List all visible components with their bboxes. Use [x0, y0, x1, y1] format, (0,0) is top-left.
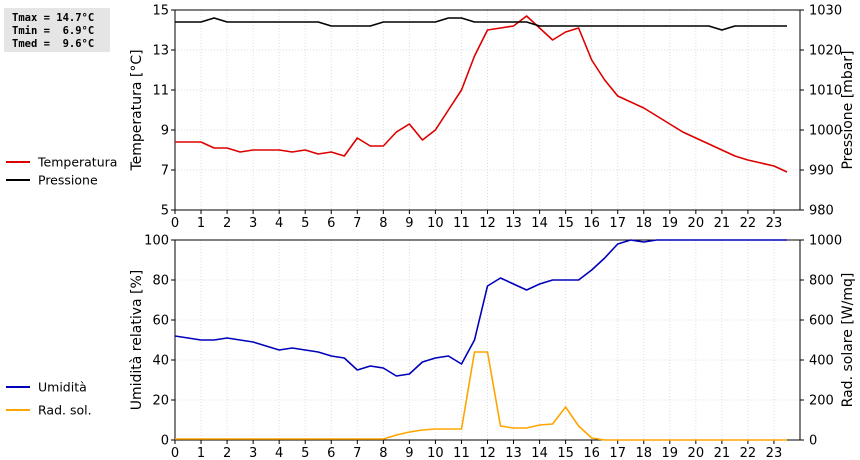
chart2-xtick-label: 6: [327, 446, 335, 460]
chart1-xtick-label: 0: [171, 216, 179, 231]
chart2-y2tick-label: 200: [809, 394, 834, 409]
chart1-ytick-label: 9: [161, 124, 169, 139]
chart1-ytick-label: 11: [152, 84, 169, 99]
chart2-y2tick-label: 1000: [809, 234, 842, 249]
chart1-ylabel: Temperatura [°C]: [129, 49, 145, 171]
chart2-xtick-label: 14: [531, 446, 548, 460]
chart1-xtick-label: 15: [557, 216, 574, 231]
chart2-xtick-label: 17: [609, 446, 626, 460]
chart1-xtick-label: 8: [379, 216, 387, 231]
chart2-xtick-label: 0: [171, 446, 179, 460]
chart2-xtick-label: 5: [301, 446, 309, 460]
chart1-xtick-label: 20: [688, 216, 705, 231]
chart2-y2label: Rad. solare [W/mq]: [840, 273, 856, 408]
chart1-xtick-label: 19: [662, 216, 679, 231]
chart1-xtick-label: 4: [275, 216, 283, 231]
stats-tmed: Tmed = 9.6°C: [12, 38, 95, 50]
chart2-y2tick-label: 400: [809, 354, 834, 369]
chart2-xtick-label: 20: [688, 446, 705, 460]
chart1-series-temperatura-line: [175, 15, 788, 173]
chart2-frame: [174, 239, 801, 441]
chart1-xtick-label: 6: [327, 216, 335, 231]
chart2-ytick-label: 0: [161, 434, 169, 449]
chart2-xtick-label: 7: [353, 446, 361, 460]
chart2-ytick-label: 80: [152, 274, 169, 289]
chart1-xtick-label: 7: [353, 216, 361, 231]
chart2-ylabel: Umidità relativa [%]: [129, 270, 145, 411]
chart2-xtick-label: 22: [740, 446, 757, 460]
chart1-ytick-label: 15: [152, 4, 169, 19]
chart1-xtick-label: 23: [766, 216, 783, 231]
chart1-xtick-label: 13: [505, 216, 522, 231]
chart2-y2tick-label: 600: [809, 314, 834, 329]
chart1-xtick-label: 16: [583, 216, 600, 231]
chart2-xtick-label: 21: [714, 446, 731, 460]
chart1-legend-label: Temperatura: [37, 155, 117, 170]
stats-tmax: Tmax = 14.7°C: [12, 12, 95, 24]
chart2-xtick-label: 12: [479, 446, 496, 460]
chart1-xtick-label: 14: [531, 216, 548, 231]
chart2-xtick-label: 2: [223, 446, 231, 460]
chart2-xtick-label: 16: [583, 446, 600, 460]
chart1-xtick-label: 18: [635, 216, 652, 231]
chart1-legend-label: Pressione: [38, 173, 98, 188]
chart2-xtick-label: 13: [505, 446, 522, 460]
chart2-xtick-label: 3: [249, 446, 257, 460]
chart2-xtick-label: 11: [453, 446, 470, 460]
chart2-xtick-label: 15: [557, 446, 574, 460]
chart2-xtick-label: 18: [635, 446, 652, 460]
chart2-y2tick-label: 800: [809, 274, 834, 289]
chart1-series-pressione-line: [175, 17, 787, 31]
chart2-ytick-label: 20: [152, 394, 169, 409]
chart1-ytick-label: 5: [161, 204, 169, 219]
chart1-y2tick-label: 1020: [809, 44, 842, 59]
chart1-y2tick-label: 1000: [809, 124, 842, 139]
chart1-xtick-label: 10: [427, 216, 444, 231]
stats-tmin: Tmin = 6.9°C: [12, 25, 95, 37]
chart2-legend-label: Umidità: [38, 380, 87, 395]
chart2-xtick-label: 23: [766, 446, 783, 460]
chart2-series-umidit-line: [174, 239, 787, 377]
chart1-frame: [174, 9, 801, 211]
chart1-xtick-label: 21: [714, 216, 731, 231]
chart1-xtick-label: 1: [197, 216, 205, 231]
chart2-xtick-label: 1: [197, 446, 205, 460]
chart2-xtick-label: 8: [379, 446, 387, 460]
chart1-y2tick-label: 1030: [809, 4, 842, 19]
chart2-series-rad-sol-line: [175, 351, 787, 441]
chart2-ytick-label: 100: [144, 234, 169, 249]
chart1-y2tick-label: 990: [809, 164, 834, 179]
chart1-xtick-label: 3: [249, 216, 257, 231]
chart2-ytick-label: 40: [152, 354, 169, 369]
chart2-xtick-label: 4: [275, 446, 283, 460]
chart1-xtick-label: 22: [740, 216, 757, 231]
chart1-y2tick-label: 1010: [809, 84, 842, 99]
chart1-y2label: Pressione [mbar]: [840, 50, 856, 169]
chart2-xtick-label: 19: [662, 446, 679, 460]
chart1-ytick-label: 13: [152, 44, 169, 59]
stats-box: Tmax = 14.7°C Tmin = 6.9°C Tmed = 9.6°C: [4, 8, 110, 52]
chart1-xtick-label: 11: [453, 216, 470, 231]
chart1-ytick-label: 7: [161, 164, 169, 179]
chart1-xtick-label: 2: [223, 216, 231, 231]
chart2-xtick-label: 9: [405, 446, 413, 460]
chart1-xtick-label: 12: [479, 216, 496, 231]
chart1-xtick-label: 9: [405, 216, 413, 231]
chart1-y2tick-label: 980: [809, 204, 834, 219]
chart2-ytick-label: 60: [152, 314, 169, 329]
chart2-xtick-label: 10: [427, 446, 444, 460]
chart2-y2tick-label: 0: [809, 434, 817, 449]
chart1-xtick-label: 5: [301, 216, 309, 231]
chart1-xtick-label: 17: [609, 216, 626, 231]
chart2-legend-label: Rad. sol.: [38, 403, 92, 418]
